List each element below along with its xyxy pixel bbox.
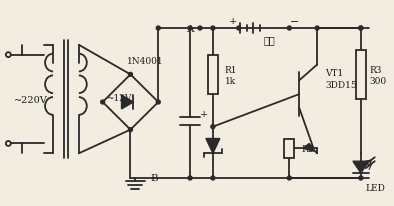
- Text: R1: R1: [225, 66, 237, 75]
- Circle shape: [188, 176, 192, 180]
- Text: +: +: [200, 110, 208, 119]
- Circle shape: [156, 101, 160, 104]
- Circle shape: [315, 27, 319, 31]
- Text: ~12V: ~12V: [106, 93, 131, 102]
- Circle shape: [188, 27, 192, 31]
- Circle shape: [211, 176, 215, 180]
- Circle shape: [101, 101, 105, 104]
- Text: VT1: VT1: [325, 69, 343, 77]
- FancyBboxPatch shape: [284, 139, 294, 158]
- Polygon shape: [353, 162, 369, 173]
- Circle shape: [156, 27, 160, 31]
- Text: 电池: 电池: [264, 36, 275, 45]
- Text: ~220V: ~220V: [14, 95, 48, 104]
- Text: R2: R2: [301, 144, 314, 153]
- Circle shape: [211, 125, 215, 129]
- Circle shape: [359, 27, 363, 31]
- Text: 1N4001: 1N4001: [127, 57, 164, 66]
- Circle shape: [128, 73, 132, 77]
- Circle shape: [211, 27, 215, 31]
- Text: A: A: [186, 24, 194, 33]
- Circle shape: [359, 176, 363, 180]
- Circle shape: [287, 176, 291, 180]
- Text: B: B: [151, 174, 158, 183]
- Circle shape: [359, 27, 363, 31]
- Polygon shape: [303, 144, 315, 152]
- Text: 3DD15: 3DD15: [325, 80, 357, 89]
- Circle shape: [237, 27, 241, 31]
- Text: −: −: [290, 17, 299, 27]
- Circle shape: [128, 128, 132, 132]
- Polygon shape: [121, 96, 134, 109]
- Text: 300: 300: [370, 76, 387, 85]
- FancyBboxPatch shape: [356, 50, 366, 99]
- Text: R3: R3: [370, 66, 382, 75]
- Circle shape: [198, 27, 202, 31]
- Circle shape: [287, 27, 291, 31]
- Text: 1k: 1k: [225, 76, 236, 85]
- FancyBboxPatch shape: [208, 55, 218, 95]
- Text: +: +: [229, 16, 237, 26]
- Polygon shape: [206, 139, 220, 153]
- Text: LED: LED: [366, 184, 386, 192]
